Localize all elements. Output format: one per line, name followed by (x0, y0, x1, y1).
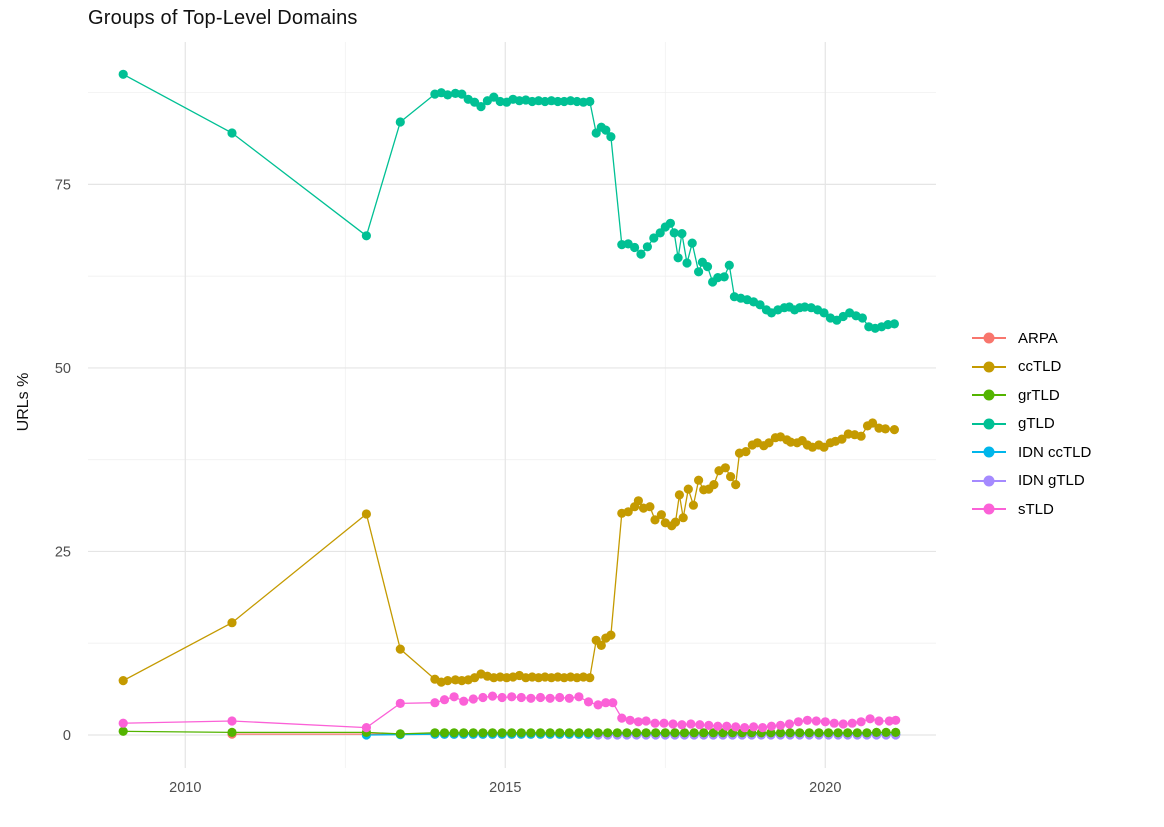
legend-label: IDN ccTLD (1018, 443, 1092, 461)
legend-label: IDN gTLD (1018, 472, 1085, 490)
legend-item-grtld: grTLD (972, 381, 1091, 410)
svg-text:2020: 2020 (809, 780, 841, 796)
y-axis-title: URLs % (15, 372, 32, 432)
legend-key-icon (972, 418, 1006, 430)
legend-item-idn-cctld: IDN ccTLD (972, 438, 1091, 467)
series-gtld (118, 69, 900, 333)
legend-item-cctld: ccTLD (972, 353, 1091, 382)
legend-label: gTLD (1018, 415, 1055, 433)
svg-text:75: 75 (55, 177, 71, 193)
legend: ARPA ccTLD grTLD gTLD IDN ccTLD IDN gTLD sTLD (972, 324, 1091, 524)
legend-label: ccTLD (1018, 358, 1062, 376)
legend-key-icon (972, 361, 1006, 373)
legend-item-idn-gtld: IDN gTLD (972, 467, 1091, 496)
svg-text:0: 0 (63, 728, 71, 744)
legend-key-icon (972, 503, 1006, 515)
legend-key-icon (972, 389, 1006, 401)
svg-text:2015: 2015 (489, 780, 521, 796)
legend-label: grTLD (1018, 386, 1060, 404)
series-stld (118, 691, 901, 733)
chart-title: Groups of Top-Level Domains (88, 7, 358, 29)
legend-item-arpa: ARPA (972, 324, 1091, 353)
svg-text:2010: 2010 (169, 780, 201, 796)
series-cctld (118, 418, 900, 687)
svg-text:25: 25 (55, 544, 71, 560)
legend-label: sTLD (1018, 500, 1054, 518)
legend-label: ARPA (1018, 329, 1058, 347)
axis-tick-labels: 0 25 50 75 2010 2015 2020 (55, 177, 842, 796)
svg-text:50: 50 (55, 361, 71, 377)
legend-key-icon (972, 446, 1006, 458)
legend-item-gtld: gTLD (972, 410, 1091, 439)
gridlines (88, 42, 936, 768)
legend-key-icon (972, 332, 1006, 344)
legend-key-icon (972, 475, 1006, 487)
legend-item-stld: sTLD (972, 495, 1091, 524)
